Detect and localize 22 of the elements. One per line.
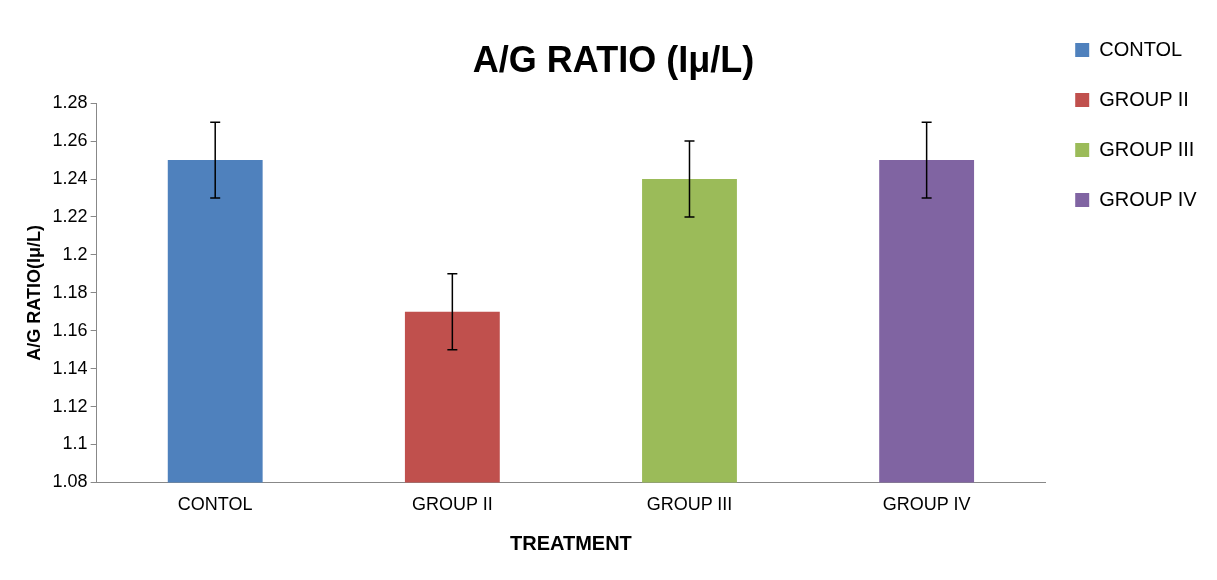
x-tick-label: GROUP III bbox=[646, 494, 733, 515]
y-tick-label: 1.28 bbox=[52, 92, 88, 113]
y-tick-label: 1.22 bbox=[52, 205, 88, 226]
legend-label: GROUP IV bbox=[1099, 187, 1198, 210]
y-axis-title: A/G RATIO(Iμ/L) bbox=[23, 224, 44, 361]
legend-label: CONTOL bbox=[1099, 37, 1183, 60]
x-axis-title: TREATMENT bbox=[510, 531, 632, 554]
y-tick-label: 1.24 bbox=[52, 168, 88, 189]
y-tick-label: 1.18 bbox=[52, 281, 88, 302]
y-tick-label: 1.16 bbox=[52, 319, 88, 340]
chart-title: A/G RATIO (Iμ/L) bbox=[472, 38, 755, 80]
legend-label: GROUP II bbox=[1099, 87, 1189, 110]
y-tick-label: 1.2 bbox=[62, 243, 88, 264]
x-tick-label: GROUP IV bbox=[882, 494, 971, 515]
y-tick-label: 1.1 bbox=[62, 433, 88, 454]
y-tick-label: 1.26 bbox=[52, 130, 88, 151]
x-tick-label: GROUP II bbox=[412, 494, 493, 515]
y-tick-label: 1.12 bbox=[52, 395, 88, 416]
y-tick-label: 1.08 bbox=[52, 471, 88, 492]
y-tick-label: 1.14 bbox=[52, 357, 88, 378]
legend-label: GROUP III bbox=[1099, 137, 1195, 160]
x-tick-label: CONTOL bbox=[177, 494, 253, 515]
